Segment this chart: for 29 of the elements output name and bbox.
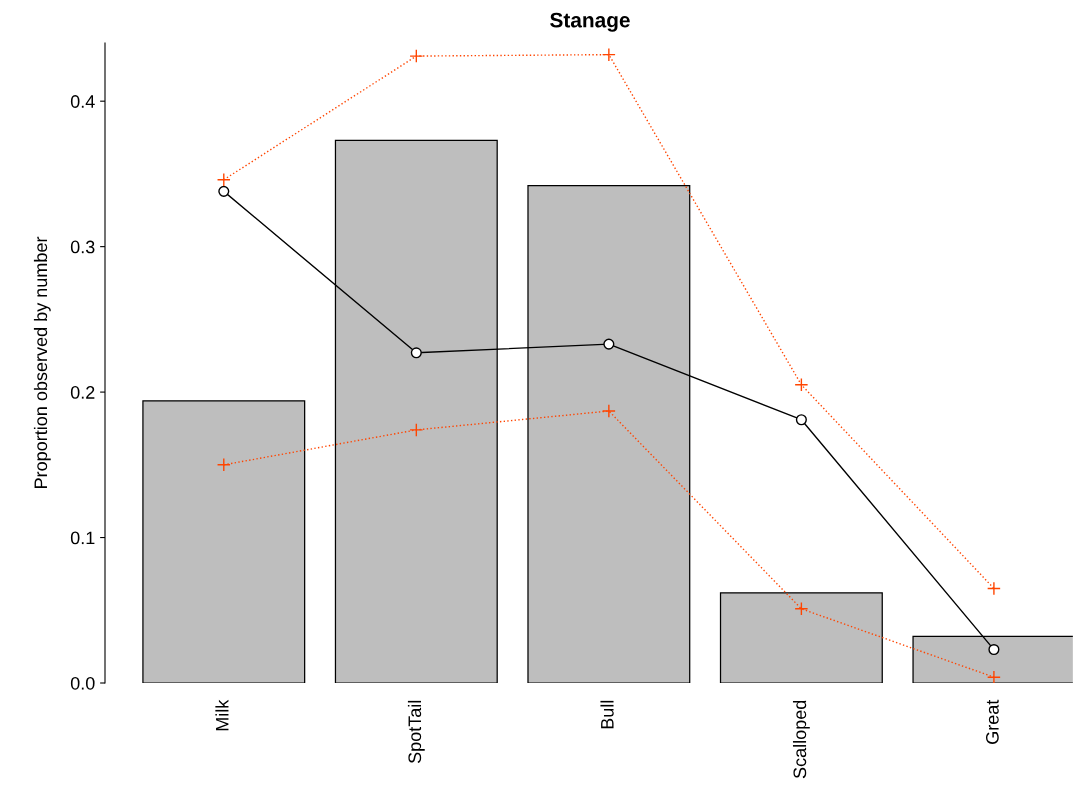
point — [986, 581, 1001, 596]
chart-title: Stanage — [550, 12, 630, 32]
point — [601, 47, 616, 62]
y-tick-label: 0.1 — [70, 531, 95, 545]
bar — [142, 400, 306, 683]
y-axis-title: Proportion observed by number — [33, 236, 51, 488]
bar — [719, 592, 883, 683]
y-tick-label: 0.2 — [70, 386, 95, 399]
point — [794, 377, 809, 392]
point — [409, 422, 424, 437]
x-tick-label: Milk — [215, 699, 229, 731]
point — [216, 172, 231, 187]
y-tick-label: 0.3 — [70, 240, 95, 254]
point — [601, 404, 616, 418]
y-tick-label: 0.4 — [70, 95, 95, 108]
point — [216, 457, 231, 472]
point — [986, 670, 1001, 683]
point — [603, 338, 615, 350]
point — [410, 347, 422, 359]
x-tick-label: Great — [985, 699, 999, 744]
x-tick-label: Bull — [600, 700, 614, 729]
x-tick-label: Scalloped — [792, 700, 810, 779]
y-tick-label: 0.0 — [70, 676, 95, 690]
x-tick-label: SpotTail — [407, 700, 425, 764]
point — [218, 185, 230, 197]
point — [988, 643, 1000, 656]
point — [794, 601, 809, 616]
point — [409, 49, 424, 64]
point — [795, 414, 807, 426]
